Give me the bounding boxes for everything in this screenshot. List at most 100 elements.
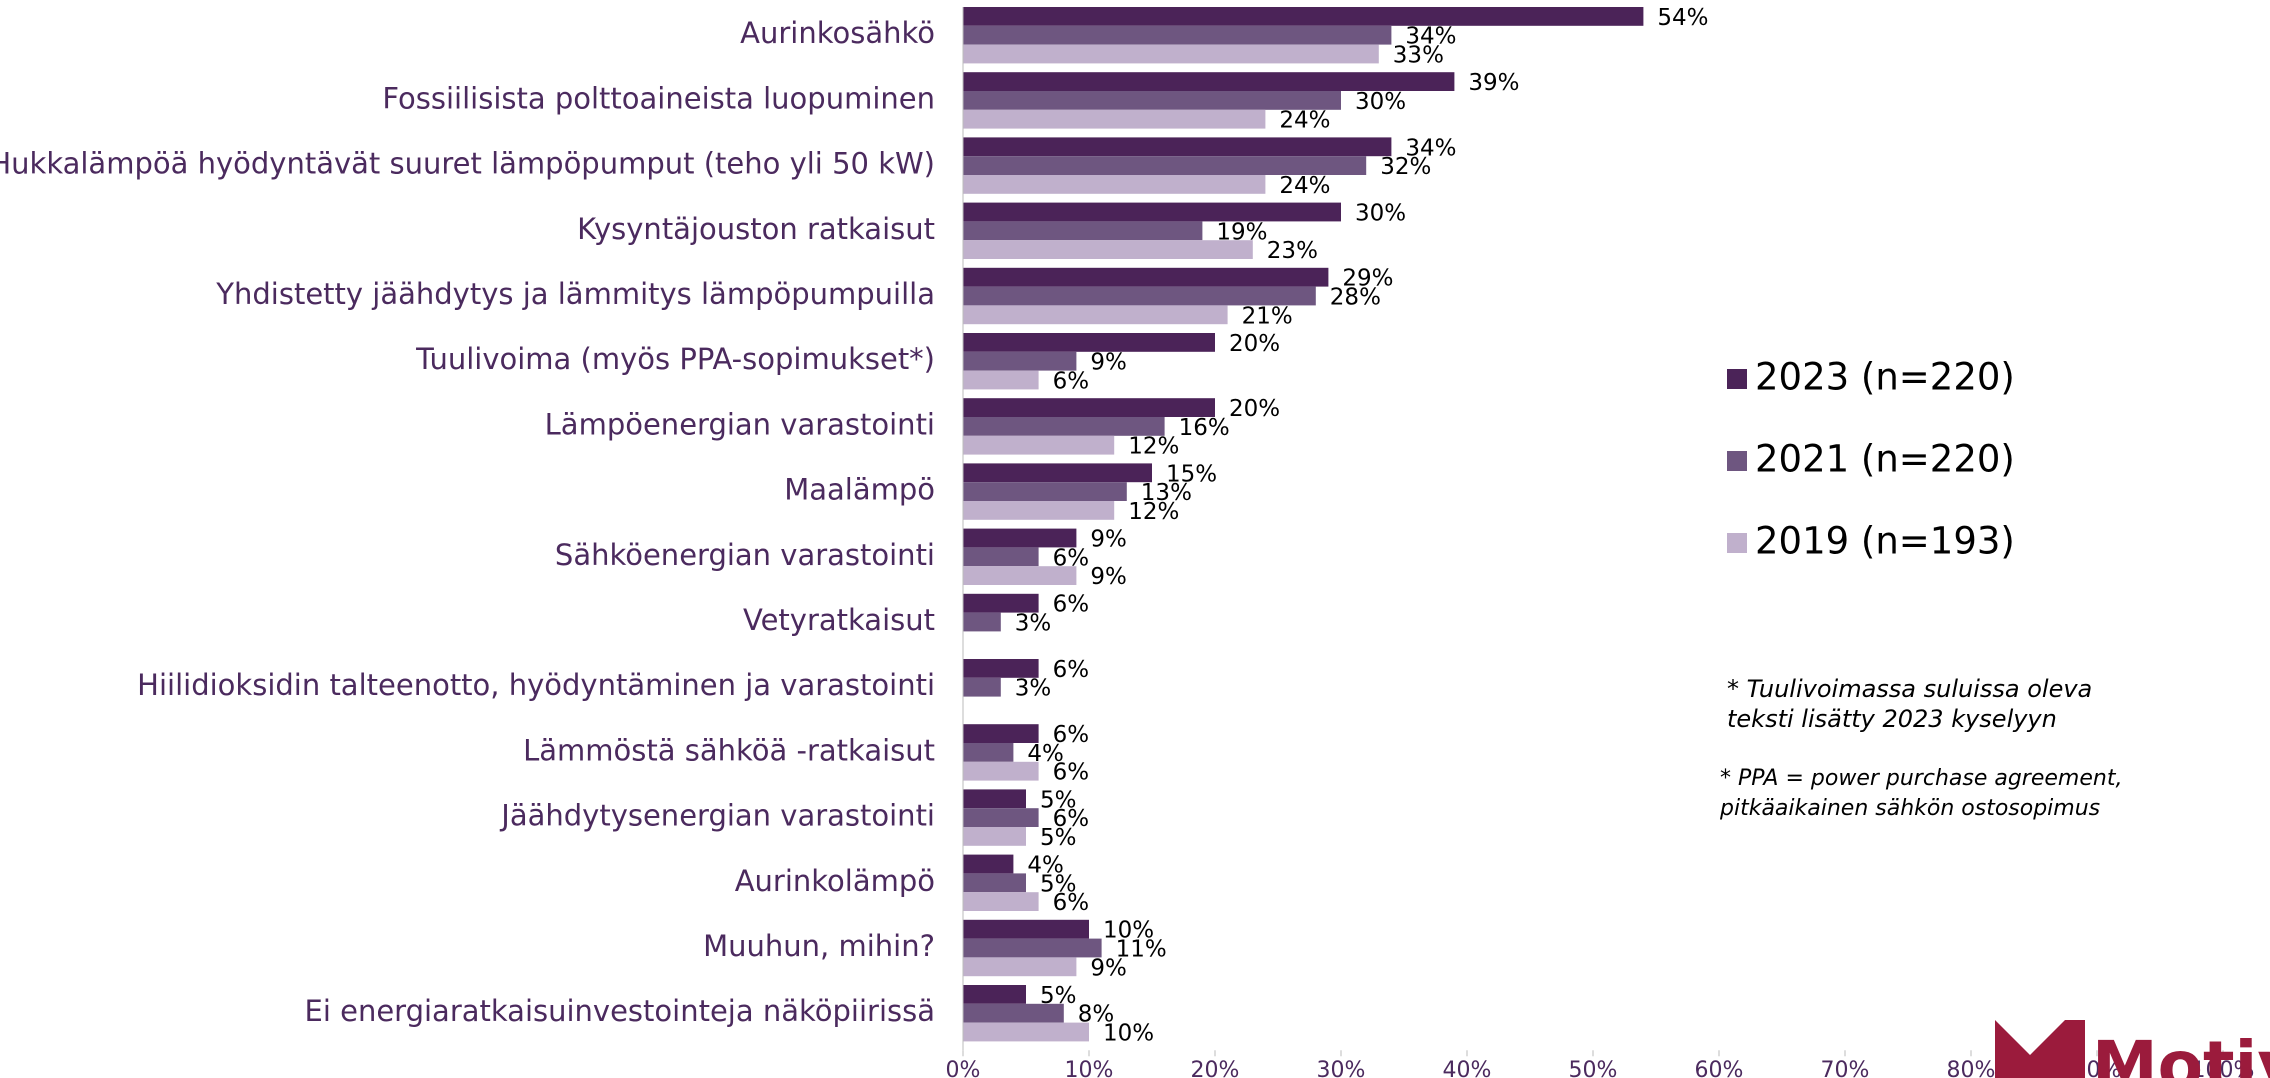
- value-label: 11%: [1116, 937, 1167, 963]
- bar: [963, 333, 1215, 352]
- bar: [963, 240, 1253, 259]
- category-label: Aurinkosähkö: [740, 16, 935, 50]
- x-tick-label: 70%: [1821, 1058, 1870, 1078]
- value-label: 34%: [1405, 135, 1456, 161]
- category-label: Hukkalämpöä hyödyntävät suuret lämpöpump…: [0, 147, 935, 181]
- bar: [963, 724, 1039, 743]
- category-label: Yhdistetty jäähdytys ja lämmitys lämpöpu…: [215, 277, 935, 311]
- bar: [963, 827, 1026, 846]
- x-tick-label: 40%: [1443, 1058, 1492, 1078]
- value-label: 15%: [1166, 461, 1217, 487]
- x-tick-label: 100%: [2192, 1058, 2255, 1078]
- value-label: 12%: [1128, 434, 1179, 460]
- value-label: 20%: [1229, 396, 1280, 422]
- x-tick-label: 30%: [1317, 1058, 1366, 1078]
- note: teksti lisätty 2023 kyselyyn: [1727, 705, 2057, 733]
- value-label: 28%: [1330, 285, 1381, 311]
- value-label: 4%: [1027, 853, 1064, 879]
- value-label: 16%: [1179, 415, 1230, 441]
- bar: [963, 1003, 1064, 1023]
- value-label: 3%: [1015, 611, 1052, 637]
- value-label: 9%: [1090, 527, 1127, 553]
- x-tick-label: 60%: [1695, 1058, 1744, 1078]
- bar: [963, 25, 1392, 45]
- value-label: 23%: [1267, 238, 1318, 264]
- value-label: 20%: [1229, 331, 1280, 357]
- bar: [963, 44, 1379, 64]
- category-label: Kysyntäjouston ratkaisut: [577, 212, 935, 246]
- bar: [963, 463, 1152, 483]
- legend-label: 2021 (n=220): [1755, 438, 2015, 481]
- bar: [963, 482, 1127, 501]
- bar: [963, 221, 1203, 241]
- bar: [963, 957, 1077, 977]
- value-label: 9%: [1090, 955, 1127, 981]
- bar: [963, 305, 1228, 325]
- bar: [963, 677, 1001, 697]
- bar: [963, 612, 1001, 632]
- value-label: 13%: [1141, 480, 1192, 506]
- category-label: Lämpöenergian varastointi: [545, 407, 935, 441]
- bar: [963, 501, 1115, 520]
- bar: [963, 267, 1329, 287]
- value-label: 30%: [1355, 201, 1406, 227]
- category-label: Sähköenergian varastointi: [555, 538, 935, 572]
- logo-mark: [1995, 1020, 2085, 1078]
- value-label: 5%: [1040, 871, 1077, 897]
- bar: [963, 109, 1266, 129]
- value-label: 21%: [1242, 303, 1293, 329]
- value-label: 6%: [1053, 369, 1090, 395]
- bar: [963, 808, 1039, 827]
- bar: [963, 873, 1026, 893]
- category-label: Lämmöstä sähköä -ratkaisut: [523, 733, 935, 767]
- bar: [963, 370, 1039, 390]
- bar: [963, 286, 1316, 306]
- x-tick-label: 80%: [1947, 1058, 1996, 1078]
- value-label: 9%: [1090, 564, 1127, 590]
- value-label: 32%: [1380, 154, 1431, 180]
- bar: [963, 398, 1215, 417]
- category-label: Ei energiaratkaisuinvestointeja näköpiir…: [305, 994, 935, 1028]
- category-label: Vetyratkaisut: [743, 603, 935, 637]
- bar: [963, 156, 1367, 175]
- value-label: 54%: [1657, 5, 1708, 31]
- value-label: 6%: [1053, 760, 1090, 786]
- value-label: 5%: [1040, 787, 1077, 813]
- value-label: 6%: [1053, 890, 1090, 916]
- category-label: Hiilidioksidin talteenotto, hyödyntämine…: [137, 668, 935, 702]
- bar: [963, 789, 1026, 809]
- x-tick-label: 0%: [946, 1058, 981, 1078]
- value-label: 3%: [1015, 676, 1052, 702]
- bar: [963, 202, 1341, 222]
- value-label: 6%: [1053, 806, 1090, 832]
- bar: [963, 417, 1165, 436]
- value-label: 33%: [1393, 43, 1444, 69]
- value-label: 29%: [1342, 266, 1393, 292]
- bar: [963, 892, 1039, 911]
- value-label: 9%: [1090, 350, 1127, 376]
- bar: [963, 854, 1014, 874]
- note: * Tuulivoimassa suluissa oleva: [1727, 675, 2092, 703]
- bar: [963, 985, 1026, 1004]
- bar: [963, 7, 1644, 26]
- bar: [963, 593, 1039, 613]
- legend-label: 2023 (n=220): [1755, 356, 2015, 399]
- bar: [963, 743, 1014, 762]
- bar: [963, 137, 1392, 157]
- legend-swatch: [1727, 369, 1747, 389]
- x-tick-label: 10%: [1065, 1058, 1114, 1078]
- value-label: 39%: [1468, 70, 1519, 96]
- value-label: 5%: [1040, 825, 1077, 851]
- x-tick-label: 20%: [1191, 1058, 1240, 1078]
- legend-label: 2019 (n=193): [1755, 520, 2015, 563]
- bar: [963, 1022, 1089, 1042]
- value-label: 6%: [1053, 592, 1090, 618]
- logo-text: Motiv: [2092, 1027, 2270, 1078]
- bar: [963, 351, 1077, 371]
- bar: [963, 435, 1115, 455]
- bar: [963, 528, 1077, 548]
- value-label: 6%: [1053, 657, 1090, 683]
- bar: [963, 566, 1077, 585]
- value-label: 10%: [1103, 918, 1154, 944]
